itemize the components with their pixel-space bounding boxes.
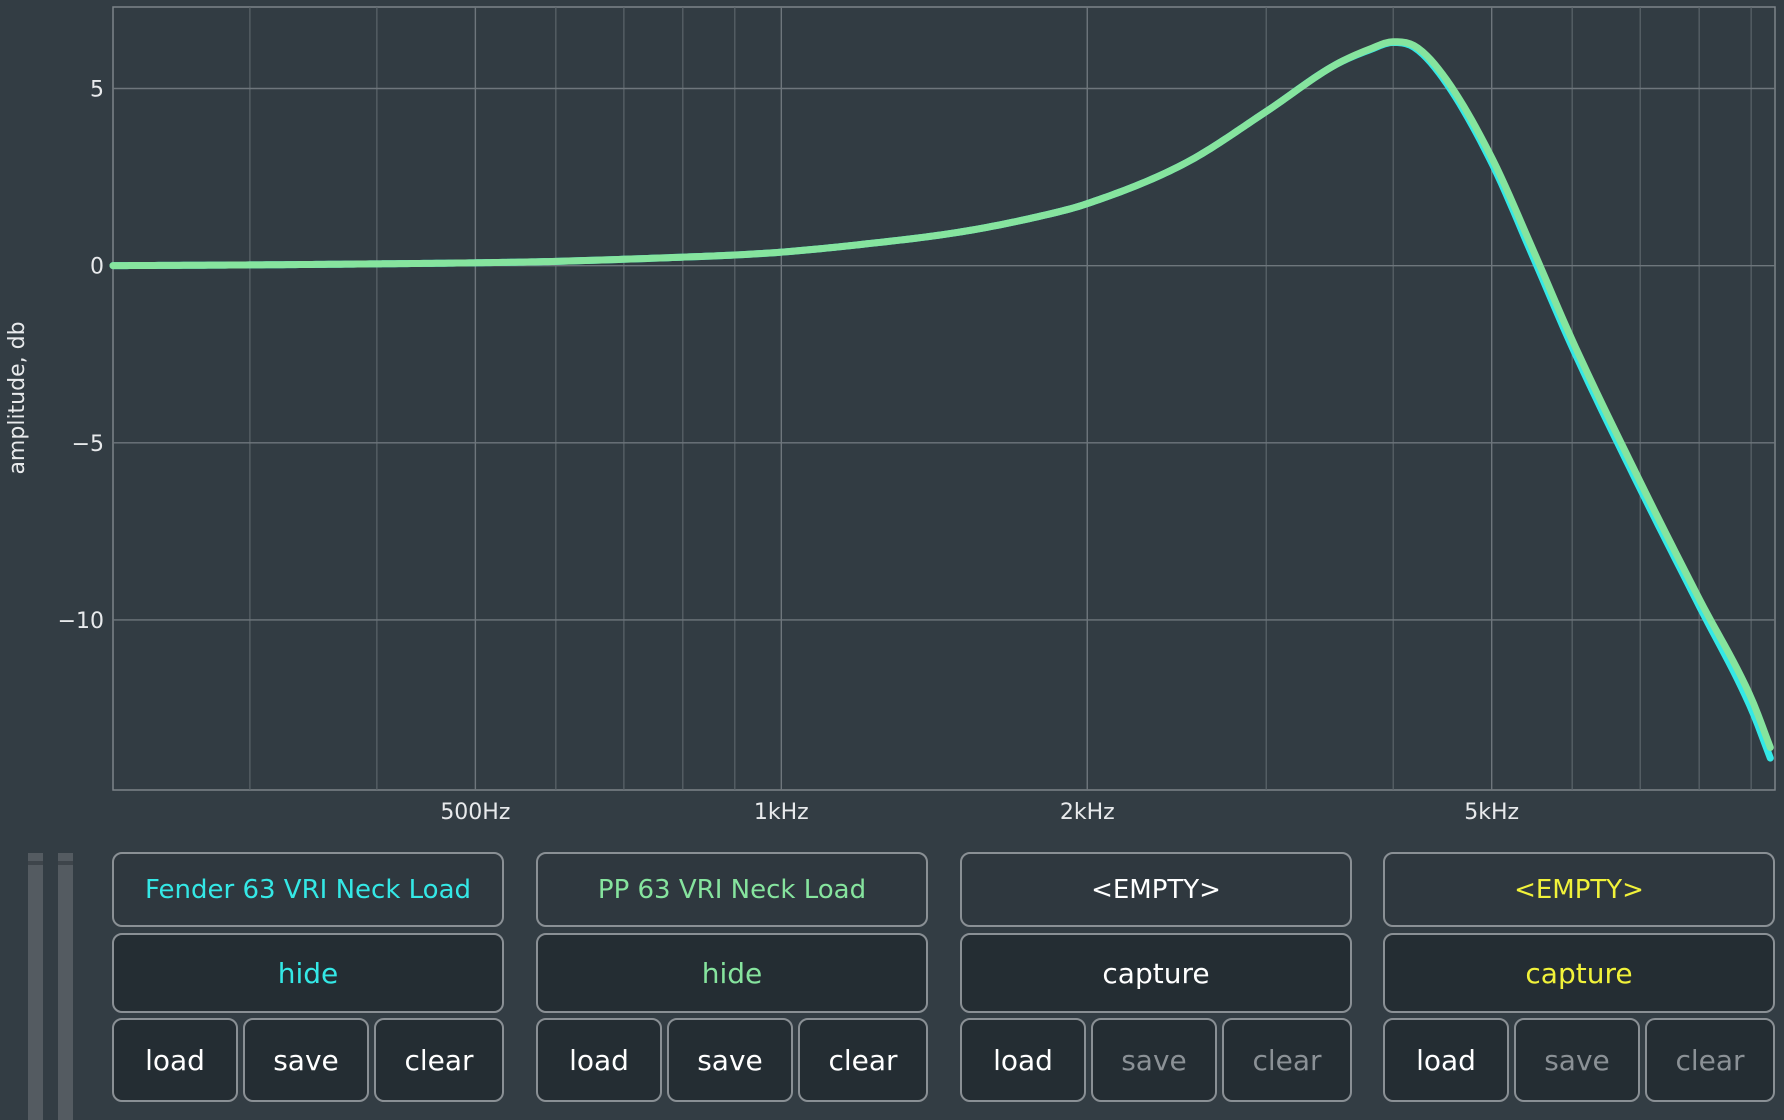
plot-background bbox=[112, 6, 1776, 791]
frequency-response-chart: 500Hz 1kHz 2kHz 5kHz 5 0 −5 −10 amplitude, db bbox=[5, 6, 1776, 825]
series-layer bbox=[109, 38, 1774, 762]
clear-button[interactable]: clear bbox=[1222, 1018, 1352, 1102]
level-meter-right bbox=[58, 853, 73, 1120]
y-tick-label: −5 bbox=[72, 432, 104, 457]
series-line bbox=[109, 38, 1774, 751]
slot-name-button[interactable]: <EMPTY> bbox=[960, 852, 1352, 927]
hide-button[interactable]: hide bbox=[536, 933, 928, 1013]
level-meter-cap bbox=[28, 861, 43, 865]
clear-button[interactable]: clear bbox=[374, 1018, 504, 1102]
x-tick-label: 1kHz bbox=[754, 800, 809, 825]
y-tick-label: 5 bbox=[90, 77, 104, 102]
hide-button[interactable]: hide bbox=[112, 933, 504, 1013]
load-button[interactable]: load bbox=[1383, 1018, 1509, 1102]
load-button[interactable]: load bbox=[112, 1018, 238, 1102]
capture-button[interactable]: capture bbox=[1383, 933, 1775, 1013]
x-tick-label: 5kHz bbox=[1464, 800, 1519, 825]
level-meter-left bbox=[28, 853, 43, 1120]
major-gridlines bbox=[113, 7, 1775, 790]
load-button[interactable]: load bbox=[960, 1018, 1086, 1102]
y-tick-labels: 5 0 −5 −10 bbox=[58, 77, 104, 633]
slot-name-button[interactable]: <EMPTY> bbox=[1383, 852, 1775, 927]
y-tick-label: 0 bbox=[90, 255, 104, 280]
slot-name-button[interactable]: Fender 63 VRI Neck Load bbox=[112, 852, 504, 927]
clear-button[interactable]: clear bbox=[1645, 1018, 1775, 1102]
save-button[interactable]: save bbox=[1514, 1018, 1640, 1102]
level-meter-cap bbox=[58, 861, 73, 865]
capture-button[interactable]: capture bbox=[960, 933, 1352, 1013]
save-button[interactable]: save bbox=[243, 1018, 369, 1102]
x-tick-label: 500Hz bbox=[440, 800, 510, 825]
x-tick-label: 2kHz bbox=[1060, 800, 1115, 825]
save-button[interactable]: save bbox=[1091, 1018, 1217, 1102]
x-tick-labels: 500Hz 1kHz 2kHz 5kHz bbox=[440, 800, 1519, 825]
clear-button[interactable]: clear bbox=[798, 1018, 928, 1102]
save-button[interactable]: save bbox=[667, 1018, 793, 1102]
minor-gridlines bbox=[249, 7, 1752, 790]
y-tick-label: −10 bbox=[58, 609, 104, 634]
y-axis-label: amplitude, db bbox=[5, 321, 30, 474]
slot-name-button[interactable]: PP 63 VRI Neck Load bbox=[536, 852, 928, 927]
load-button[interactable]: load bbox=[536, 1018, 662, 1102]
